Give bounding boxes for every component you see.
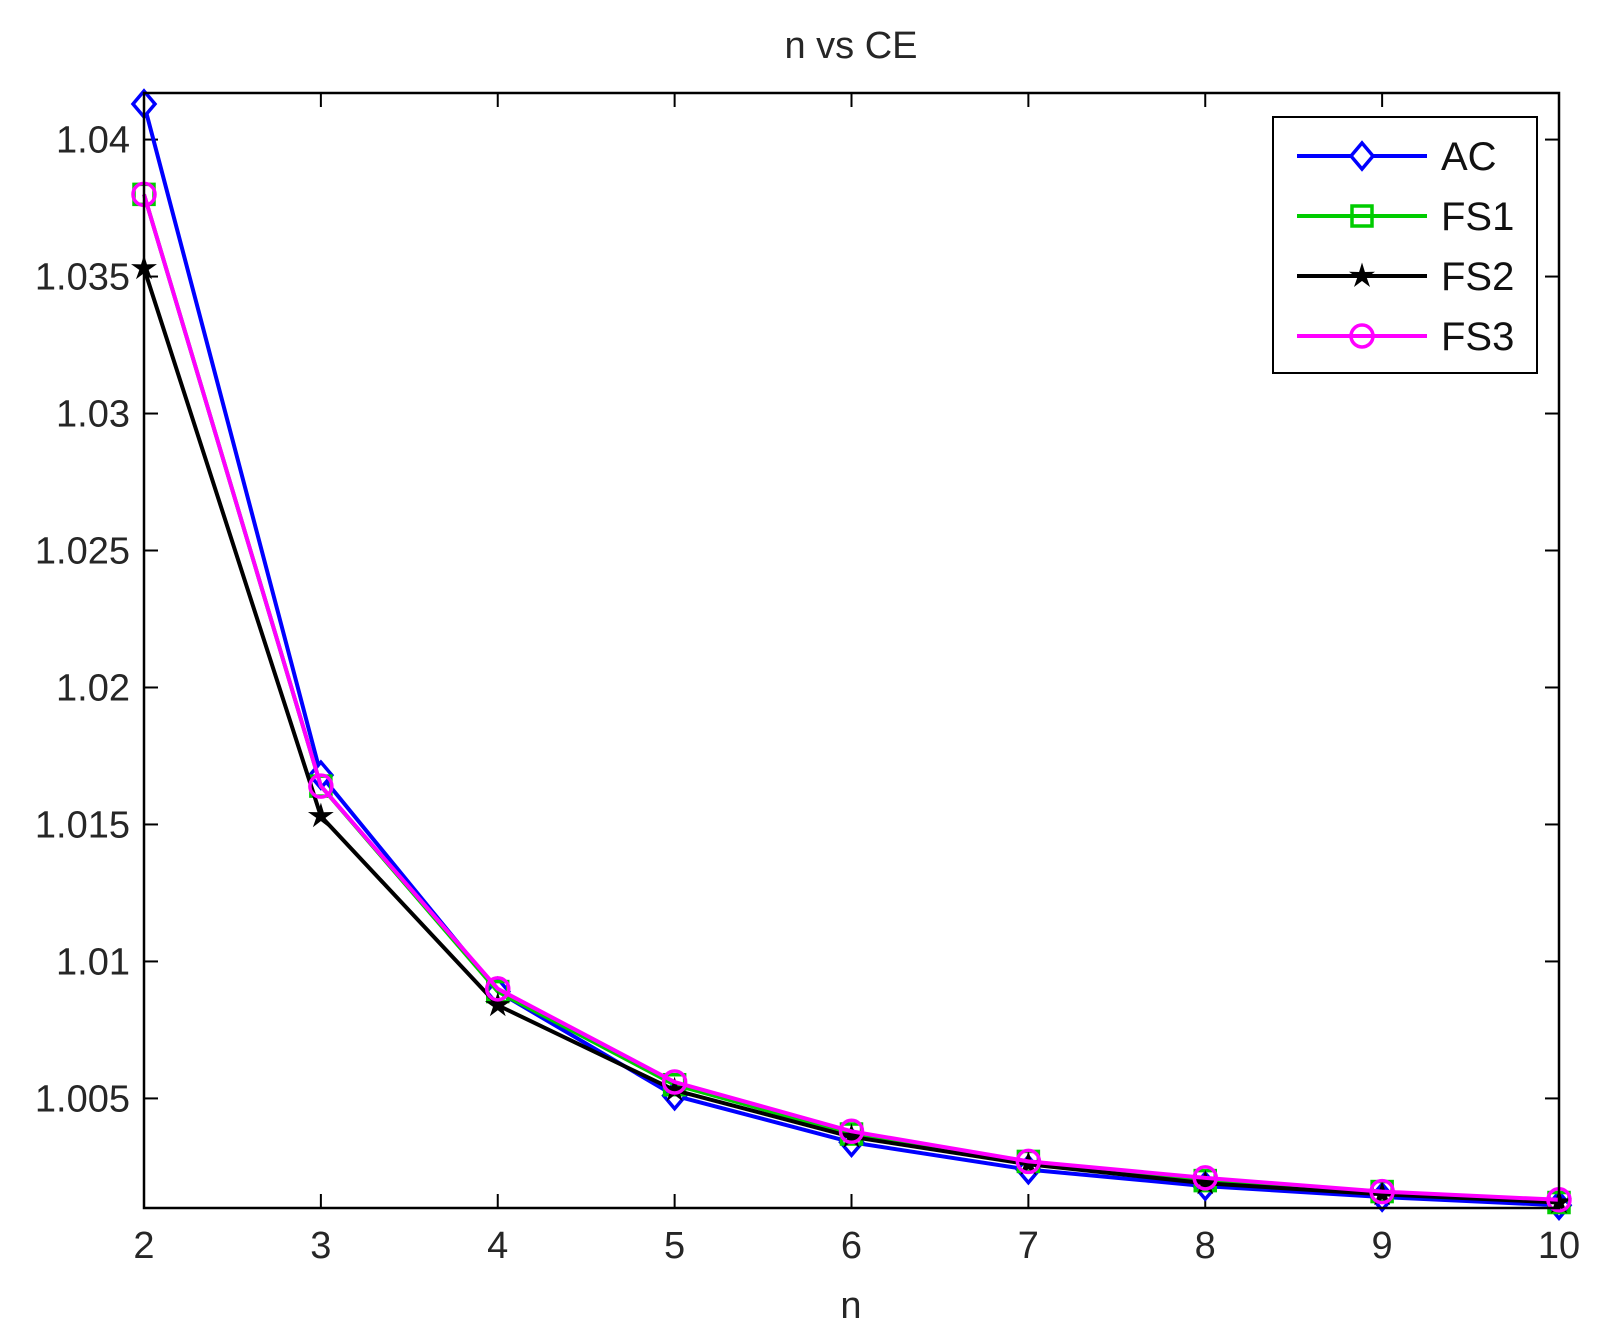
y-tick-label: 1.03	[56, 394, 130, 436]
legend-marker-fs3	[1349, 323, 1375, 349]
x-tick-label: 5	[664, 1225, 685, 1267]
x-tick-label: 3	[310, 1225, 331, 1267]
y-tick-label: 1.035	[35, 257, 130, 299]
x-tick-label: 10	[1538, 1225, 1580, 1267]
x-tick-label: 4	[487, 1225, 508, 1267]
legend-entry-fs2: FS2	[1297, 255, 1514, 299]
x-axis-label: n	[840, 1285, 861, 1327]
data-point-fs3	[308, 773, 334, 799]
y-tick-label: 1.005	[35, 1078, 130, 1120]
series-fs3	[131, 181, 1572, 1213]
legend-label: FS3	[1441, 315, 1514, 359]
data-point-fs2	[307, 802, 334, 828]
data-point-fs3	[1369, 1178, 1395, 1205]
x-tick-label: 8	[1195, 1225, 1216, 1267]
x-tick-label: 6	[841, 1225, 862, 1267]
y-tick-label: 1.04	[56, 120, 130, 162]
legend-entry-fs1: FS1	[1297, 195, 1514, 239]
legend-marker-ac	[1348, 140, 1376, 172]
data-point-fs3	[838, 1118, 865, 1145]
chart-title: n vs CE	[784, 25, 917, 67]
legend: AC FS1 FS2 FS3	[1272, 116, 1538, 374]
y-tick-label: 1.015	[35, 804, 130, 846]
legend-box	[1272, 116, 1538, 374]
x-tick-label: 2	[133, 1225, 154, 1267]
data-point-fs3	[1192, 1165, 1218, 1191]
legend-entry-fs3: FS3	[1297, 315, 1514, 359]
data-point-fs3	[661, 1069, 688, 1095]
x-tick-label: 9	[1372, 1225, 1393, 1267]
series-layer	[130, 88, 1573, 1221]
y-tick-label: 1.01	[56, 941, 130, 983]
legend-label: FS1	[1441, 195, 1514, 239]
plot-frame	[142, 91, 1561, 1210]
tick-labels: 2 3 4 5 6 7 8 9 10 1.005 1.01 1.015 1.02 1.025 1.03 1.0…	[35, 120, 1580, 1267]
data-point-fs3	[1015, 1148, 1042, 1175]
legend-label: FS2	[1441, 255, 1514, 299]
legend-marker-fs2	[1348, 262, 1376, 287]
data-point-fs2	[484, 991, 511, 1017]
legend-entry-ac: AC	[1297, 135, 1497, 179]
y-tick-label: 1.02	[56, 667, 130, 709]
series-line-fs3	[142, 193, 1560, 1202]
x-tick-label: 7	[1018, 1225, 1039, 1267]
legend-marker-fs1	[1350, 204, 1374, 228]
y-tick-label: 1.025	[35, 531, 130, 573]
legend-label: AC	[1441, 135, 1497, 179]
data-point-fs3	[485, 976, 511, 1002]
